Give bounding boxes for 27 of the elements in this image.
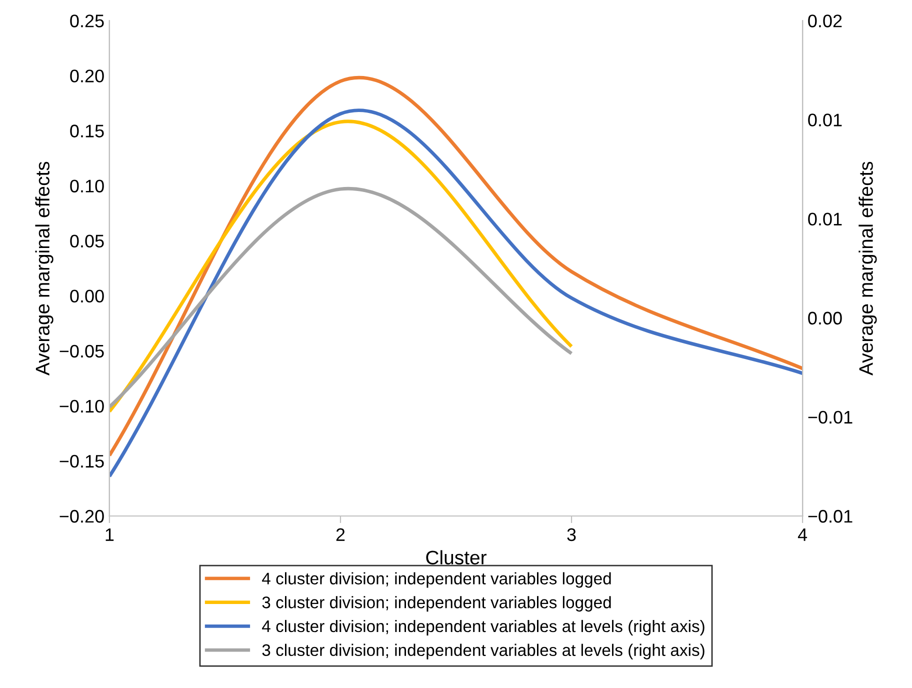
y-axis-title: Average marginal effects xyxy=(35,162,54,376)
y-tick-label: 0.25 xyxy=(70,14,104,28)
y-tick-label: −0.20 xyxy=(60,510,104,523)
x-axis-title: Cluster xyxy=(426,550,486,564)
x-tick-label: 3 xyxy=(567,528,576,542)
y-tick-label: 0.05 xyxy=(70,234,104,248)
y-tick-label: −0.15 xyxy=(60,454,104,468)
legend-label: 3 cluster division; independent variables at levels (right axis) xyxy=(262,644,704,660)
x-tick-label: 4 xyxy=(798,528,808,541)
legend-label: 3 cluster division; independent variables logged xyxy=(262,596,611,612)
y2-tick-label: −0.01 xyxy=(808,510,852,523)
y2-axis-title: Average marginal effects xyxy=(858,162,877,376)
y-tick-label: −0.05 xyxy=(60,344,104,358)
y2-tick-label: 0.02 xyxy=(808,14,842,28)
y2-tick-label: −0.01 xyxy=(808,410,852,424)
y-tick-label: 0.00 xyxy=(70,290,104,303)
legend-label: 4 cluster division; independent variables logged xyxy=(262,572,611,588)
x-tick-label: 2 xyxy=(336,528,345,541)
y-tick-label: 0.10 xyxy=(70,180,104,192)
y-tick-label: 0.15 xyxy=(70,124,104,138)
legend-label: 4 cluster division; independent variables at levels (right axis) xyxy=(262,620,704,636)
y2-tick-label: 0.00 xyxy=(808,312,842,325)
y-tick-label: −0.10 xyxy=(60,400,104,413)
y2-tick-label: 0.01 xyxy=(808,212,842,226)
y-tick-label: 0.20 xyxy=(70,70,104,82)
y2-tick-label: 0.01 xyxy=(808,114,842,126)
x-tick-label: 1 xyxy=(106,528,114,541)
